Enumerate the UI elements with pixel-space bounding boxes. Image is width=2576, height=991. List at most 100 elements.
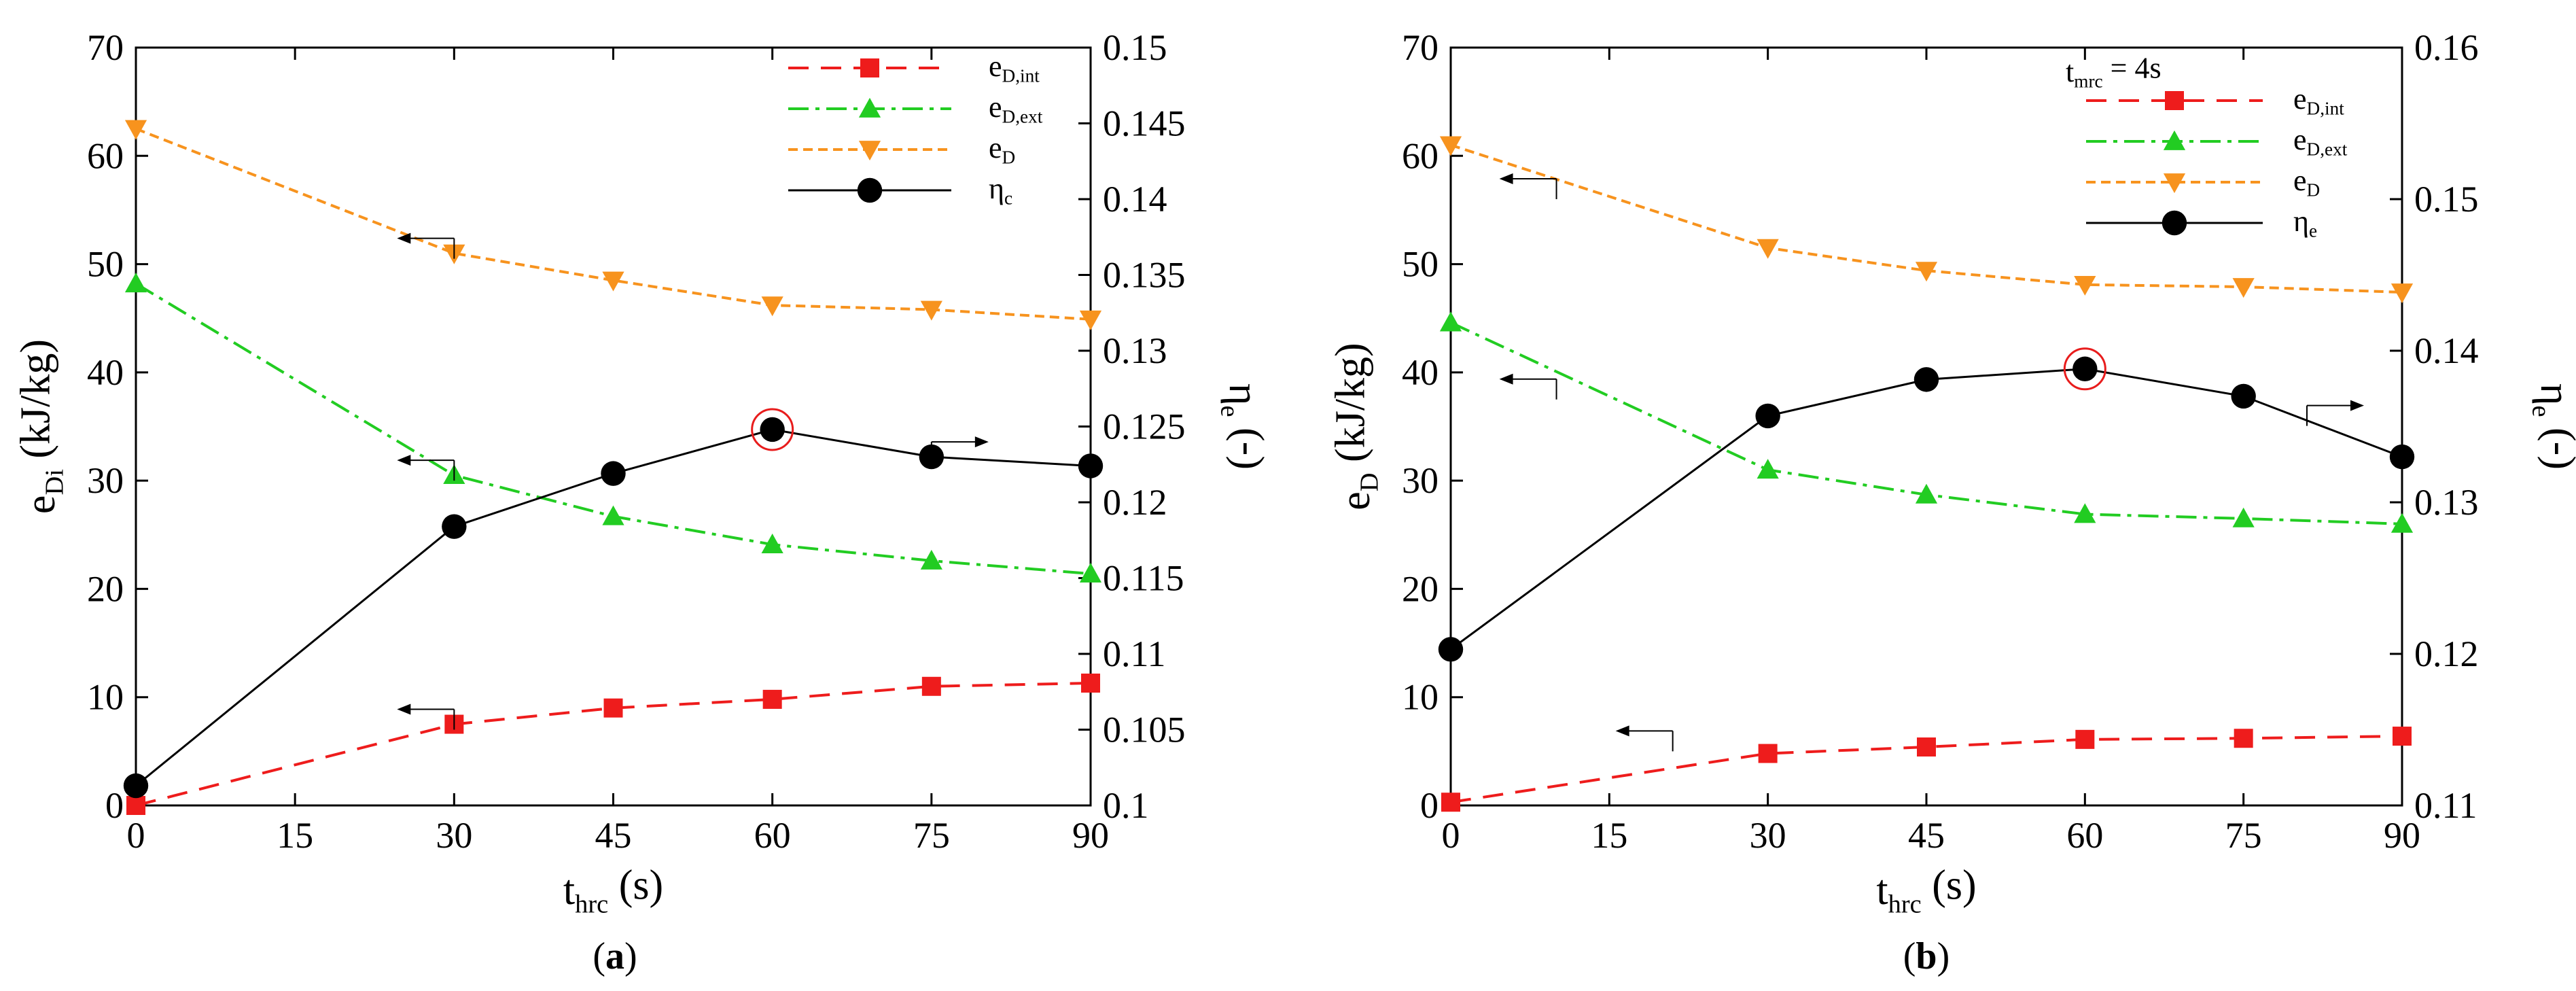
y2-axis-title-sub: e <box>1216 405 1244 417</box>
legend-marker <box>858 97 881 118</box>
y-tick-label: 30 <box>87 460 124 501</box>
data-point-D,ext-30 <box>1757 459 1779 479</box>
x-axis-title-rest: (s) <box>608 862 663 908</box>
panel-label: (a) <box>593 935 637 977</box>
y2-axis-title: ηe (-) <box>2527 383 2576 470</box>
y-axis-title-main: e <box>18 496 64 515</box>
legend-entry-label-main: e <box>989 90 1002 124</box>
y-axis-title: eD (kJ/kg) <box>1327 343 1383 510</box>
legend-entry-label-main: e <box>2293 82 2307 116</box>
y-tick-label: 10 <box>87 677 124 718</box>
data-point-D,ext-90 <box>1079 563 1102 583</box>
y-tick-label: 20 <box>87 568 124 609</box>
y2-tick-label: 0.115 <box>1103 558 1184 599</box>
axis-arrow-right <box>930 436 989 463</box>
data-point-e-90 <box>2389 444 2415 470</box>
data-point-D,ext-60 <box>761 534 783 554</box>
legend-entry-label: eD <box>989 131 1015 168</box>
data-point-e-75 <box>2231 383 2256 409</box>
x-axis-title-sub: hrc <box>1888 890 1922 918</box>
data-point-D-0 <box>1439 136 1462 156</box>
legend-marker <box>2162 210 2187 236</box>
y-tick-label: 40 <box>87 352 124 393</box>
y-axis-title: eDi (kJ/kg) <box>12 339 69 514</box>
optimum-highlight-ring <box>2063 347 2106 391</box>
y2-axis-title-rest: (-) <box>2537 417 2576 470</box>
y2-tick-label: 0.145 <box>1103 103 1186 144</box>
y2-axis-title-main: η <box>2532 383 2576 405</box>
series-line-e-D,ext <box>1450 321 2403 525</box>
data-point-D,ext-45 <box>602 505 624 525</box>
legend-entry-label: eD <box>2293 164 2320 201</box>
y-axis-title-rest: (kJ/kg) <box>1327 343 1373 472</box>
data-point-D,int-0 <box>126 796 145 815</box>
data-point-D,int-60 <box>762 689 782 709</box>
legend-entry-label: eD,int <box>2293 82 2344 119</box>
data-point-D,int-60 <box>2075 729 2095 749</box>
data-point-D,ext-45 <box>1915 483 1938 504</box>
chart-panel-a: 0 15 30 45 60 75 90 0 10 20 30 40 50 60 70 0.1 0.105 0.11… <box>12 27 1271 977</box>
condition-annotation: tmrc = 4s <box>2066 52 2162 92</box>
data-point-D,ext-60 <box>2074 503 2096 523</box>
y2-tick-label: 0.13 <box>2414 482 2479 523</box>
series-line-e-D,ext <box>135 282 1091 576</box>
y2-tick-label: 0.125 <box>1103 406 1186 447</box>
data-point-D-90 <box>2390 283 2414 304</box>
panel-label: (b) <box>1903 935 1949 977</box>
data-point-D-75 <box>2232 278 2255 298</box>
x-tick-label: 30 <box>436 815 472 856</box>
axis-arrow-right <box>2306 400 2364 426</box>
y2-axis-title-sub: e <box>2527 405 2556 417</box>
data-point-D,int-0 <box>1441 793 1460 812</box>
y-axis-title-main: e <box>1333 491 1379 510</box>
y2-tick-label: 0.14 <box>1103 179 1167 220</box>
x-tick-label: 0 <box>127 815 145 856</box>
y2-tick-label: 0.12 <box>1103 482 1167 523</box>
series-line-η-c <box>135 428 1091 787</box>
axis-arrow-left <box>397 703 455 730</box>
axis-arrow-left <box>1499 373 1557 400</box>
legend-entry-label: eD,ext <box>989 90 1043 127</box>
y2-tick-label: 0.105 <box>1103 710 1186 750</box>
legend-entry-label-sub: D,ext <box>1002 107 1043 127</box>
y-tick-label: 0 <box>1420 785 1439 826</box>
condition-annotation-sub: mrc <box>2074 71 2102 92</box>
data-point-c-90 <box>1078 453 1104 479</box>
data-point-D-90 <box>1079 310 1102 330</box>
x-tick-label: 75 <box>2225 815 2262 856</box>
data-point-D-30 <box>1757 239 1779 259</box>
legend-entry-label: eD,int <box>989 50 1040 86</box>
y-tick-label: 60 <box>87 135 124 176</box>
legend-entry-label-sub: D,int <box>2307 99 2345 119</box>
data-point-D,int-45 <box>1917 737 1936 757</box>
y-axis-title-sub: D <box>1355 472 1383 491</box>
data-point-D,ext-90 <box>2390 512 2414 533</box>
legend-entry-label: ηe <box>2293 205 2317 241</box>
y2-tick-label: 0.12 <box>2414 633 2479 674</box>
axis-arrow-left <box>1615 725 1674 752</box>
y-tick-label: 10 <box>1402 677 1439 718</box>
y2-tick-label: 0.135 <box>1103 255 1186 296</box>
x-tick-label: 45 <box>595 815 632 856</box>
data-point-D-60 <box>761 296 783 317</box>
legend-marker <box>2163 130 2186 150</box>
y2-tick-label: 0.11 <box>1103 633 1166 674</box>
legend-entry-label: eD,ext <box>2293 123 2348 160</box>
optimum-highlight-ring <box>751 408 794 451</box>
legend-entry-label-sub: D <box>2307 180 2321 201</box>
data-point-D-45 <box>602 271 624 292</box>
x-axis-title-main: t <box>563 867 575 914</box>
x-tick-label: 45 <box>1908 815 1945 856</box>
legend-marker <box>2165 91 2184 110</box>
y2-tick-label: 0.15 <box>2414 179 2479 220</box>
plot-frame <box>135 46 1092 807</box>
y-tick-label: 30 <box>1402 460 1439 501</box>
data-point-D,int-90 <box>2393 727 2412 746</box>
data-point-D,int-30 <box>1758 744 1778 763</box>
legend-marker <box>858 141 881 161</box>
y2-tick-label: 0.15 <box>1103 27 1167 68</box>
series-line-e-D,int <box>1450 735 2403 804</box>
